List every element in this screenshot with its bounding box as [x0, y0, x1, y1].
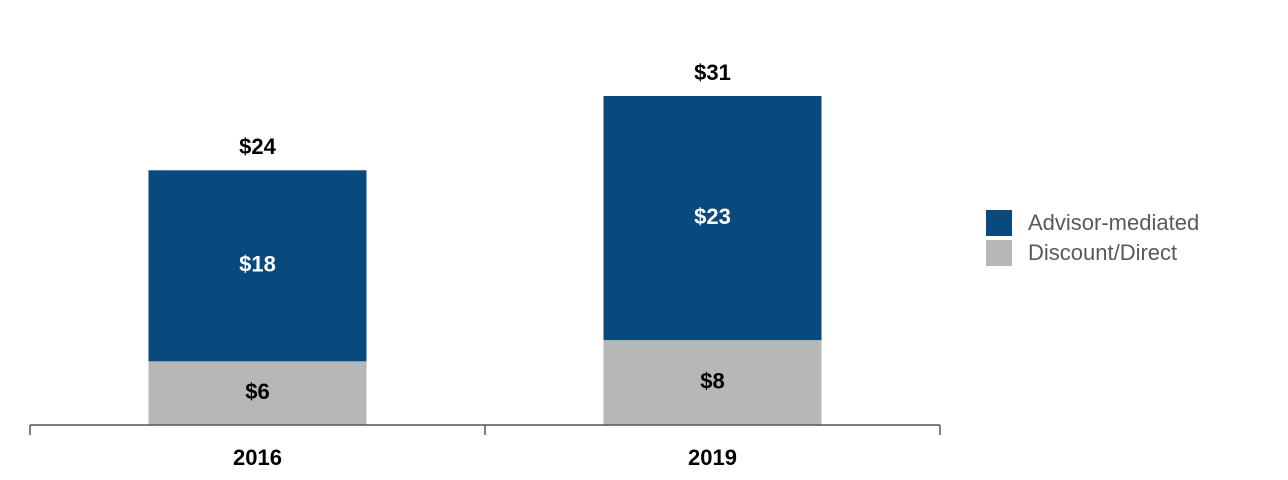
x-tick-label: 2016 — [233, 445, 282, 470]
bar-segment — [603, 340, 822, 425]
legend-label: Advisor-mediated — [1028, 210, 1199, 235]
value-label: $8 — [700, 368, 724, 393]
value-label: $18 — [239, 252, 276, 277]
value-label: $6 — [245, 379, 269, 404]
bar-segment — [603, 96, 822, 341]
bar-segment — [148, 170, 367, 362]
total-label: $24 — [239, 134, 276, 159]
legend-label: Discount/Direct — [1028, 240, 1177, 265]
bar-segment — [148, 361, 367, 425]
legend-swatch — [986, 210, 1012, 236]
value-label: $23 — [694, 204, 731, 229]
total-label: $31 — [694, 60, 731, 85]
x-tick-label: 2019 — [688, 445, 737, 470]
legend-swatch — [986, 240, 1012, 266]
